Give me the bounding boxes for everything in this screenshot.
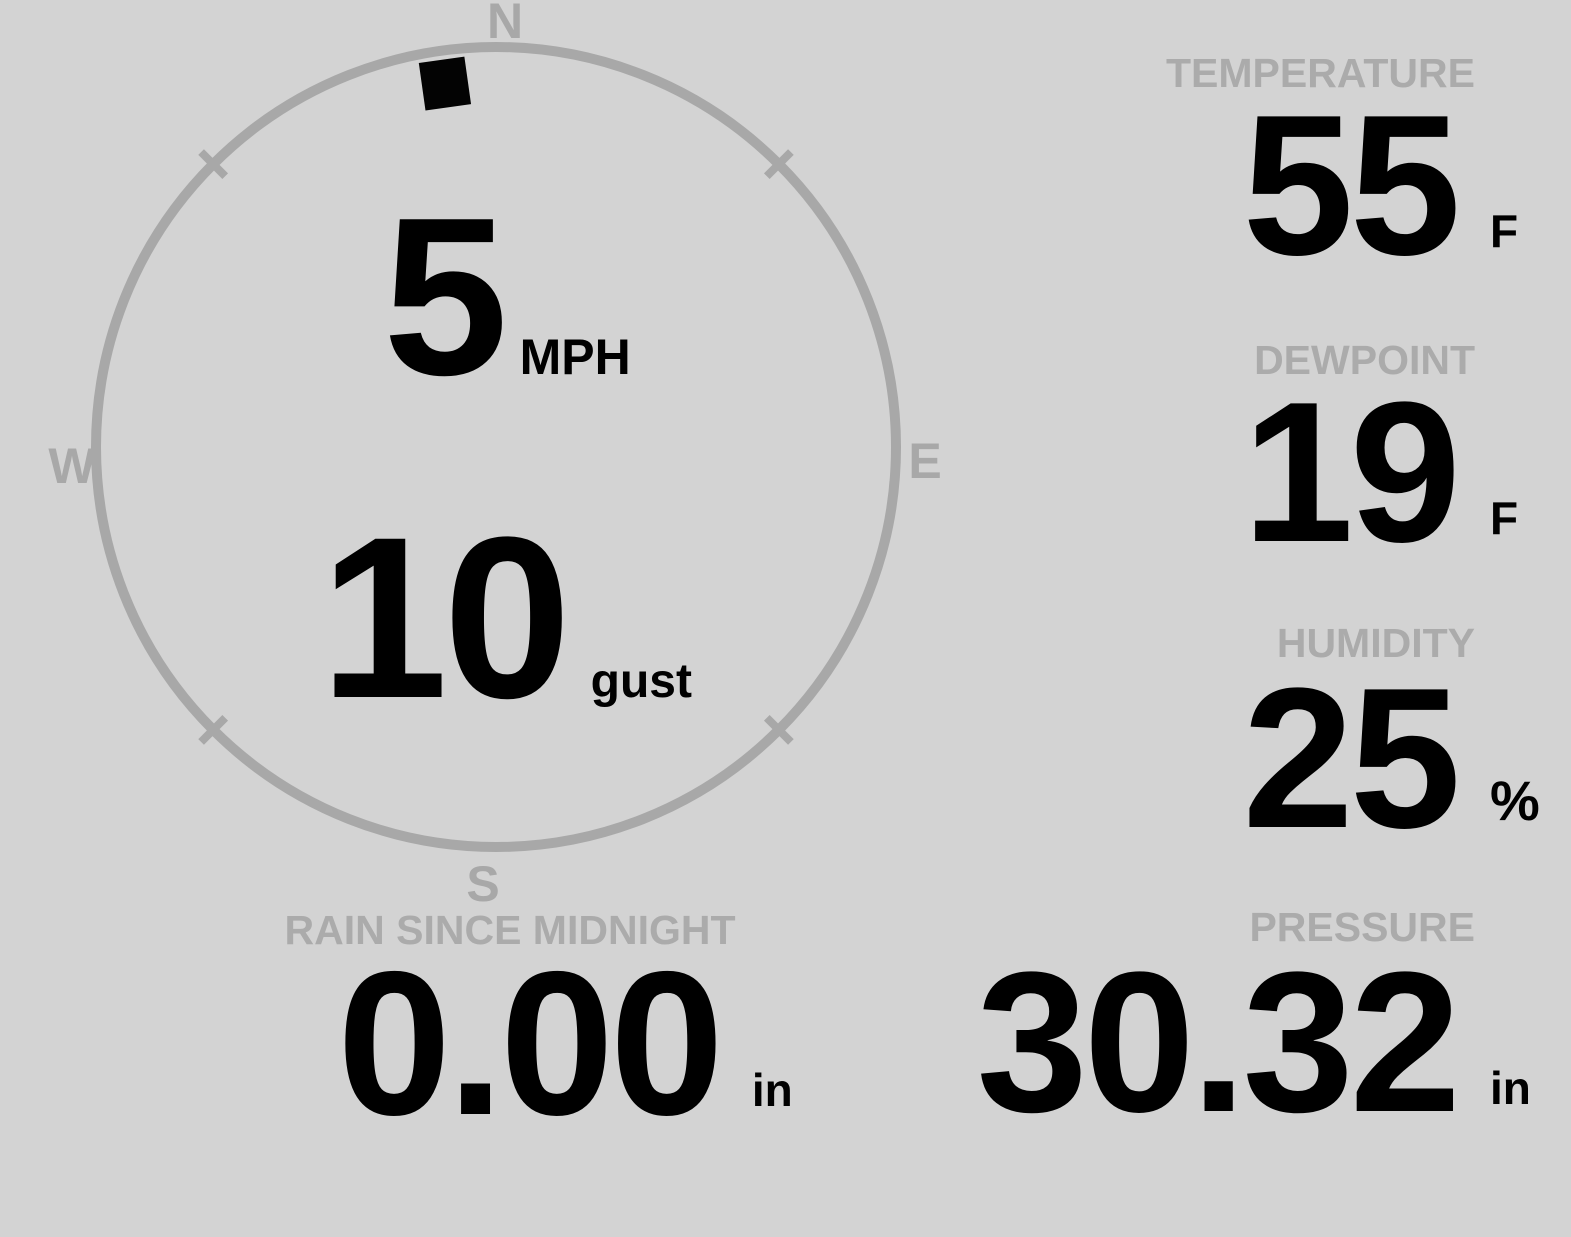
pressure-label: PRESSURE — [1249, 904, 1475, 950]
metric-rain: 0.00 in — [165, 941, 965, 1146]
humidity-value: 25 — [1242, 647, 1461, 870]
temperature-label: TEMPERATURE — [1165, 50, 1475, 96]
dewpoint-label: DEWPOINT — [1254, 337, 1475, 383]
pressure-value: 30.32 — [976, 931, 1461, 1154]
temperature-value: 55 — [1242, 74, 1461, 297]
wind-gust: 10 gust — [320, 503, 692, 733]
dewpoint-unit: F — [1490, 492, 1519, 544]
compass-intercardinal-ticks — [198, 149, 794, 745]
temperature-unit: F — [1490, 205, 1519, 257]
wind-speed-unit: MPH — [519, 329, 631, 385]
wind-gust-value: 10 — [320, 489, 571, 746]
dewpoint-value: 19 — [1242, 361, 1461, 584]
rain-unit: in — [751, 1064, 793, 1116]
compass-circle — [91, 42, 901, 852]
cardinal-east-label: E — [908, 433, 942, 489]
humidity-unit: % — [1490, 769, 1540, 832]
cardinal-north-label: N — [486, 0, 524, 49]
wind-speed: 5 MPH — [383, 184, 631, 409]
wind-compass-dial — [91, 42, 901, 852]
rain-value: 0.00 — [337, 929, 724, 1158]
cardinal-south-label: S — [466, 856, 500, 912]
wind-direction-indicator — [418, 56, 472, 111]
wind-gust-unit: gust — [590, 655, 692, 708]
pressure-unit: in — [1490, 1062, 1531, 1114]
rain-label: RAIN SINCE MIDNIGHT — [284, 907, 736, 953]
humidity-label: HUMIDITY — [1276, 620, 1475, 666]
cardinal-west-label: W — [48, 438, 96, 494]
wind-speed-value: 5 — [383, 170, 508, 422]
